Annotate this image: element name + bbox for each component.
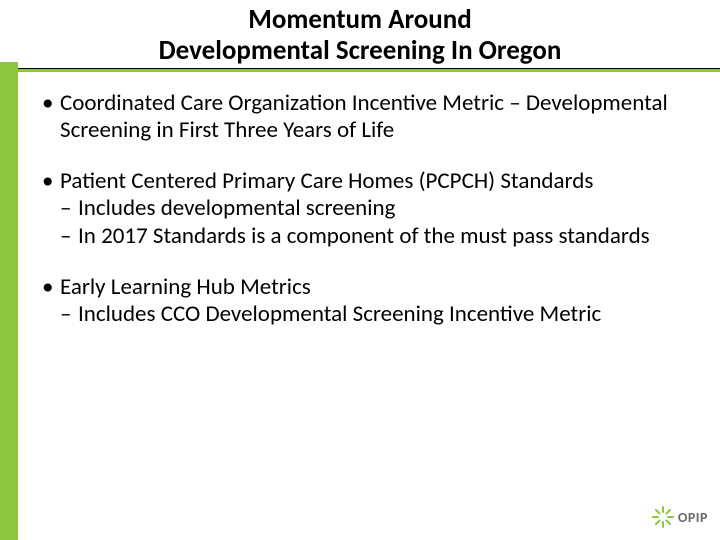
bullet-item: • Patient Centered Primary Care Homes (P… bbox=[42, 168, 692, 195]
sub-bullet-group: – Includes CCO Developmental Screening I… bbox=[42, 301, 692, 328]
opip-logo: OPIP bbox=[650, 504, 708, 530]
sub-bullet-text: Includes CCO Developmental Screening Inc… bbox=[78, 301, 692, 328]
bullet-text: Coordinated Care Organization Incentive … bbox=[60, 90, 692, 144]
bullet-item: • Early Learning Hub Metrics bbox=[42, 274, 692, 301]
bullet-marker: • bbox=[42, 274, 60, 301]
bullet-marker: • bbox=[42, 90, 60, 144]
bullet-text: Patient Centered Primary Care Homes (PCP… bbox=[60, 168, 692, 195]
sub-bullet-marker: – bbox=[60, 301, 78, 328]
title-line-1: Momentum Around bbox=[0, 4, 720, 35]
bullet-text: Early Learning Hub Metrics bbox=[60, 274, 692, 301]
sub-bullet-text: In 2017 Standards is a component of the … bbox=[78, 223, 692, 250]
sub-bullet-item: – Includes developmental screening bbox=[60, 195, 692, 222]
sub-bullet-text: Includes developmental screening bbox=[78, 195, 692, 222]
title-line-2: Developmental Screening In Oregon bbox=[0, 35, 720, 66]
sunburst-icon bbox=[650, 504, 676, 530]
sub-bullet-item: – In 2017 Standards is a component of th… bbox=[60, 223, 692, 250]
slide-title: Momentum Around Developmental Screening … bbox=[0, 0, 720, 68]
bullet-marker: • bbox=[42, 168, 60, 195]
bullet-item: • Coordinated Care Organization Incentiv… bbox=[42, 90, 692, 144]
sub-bullet-marker: – bbox=[60, 195, 78, 222]
sub-bullet-group: – Includes developmental screening – In … bbox=[42, 195, 692, 249]
content-area: • Coordinated Care Organization Incentiv… bbox=[0, 72, 720, 328]
sub-bullet-item: – Includes CCO Developmental Screening I… bbox=[60, 301, 692, 328]
logo-text: OPIP bbox=[678, 509, 708, 526]
sub-bullet-marker: – bbox=[60, 223, 78, 250]
left-accent-bar bbox=[0, 62, 18, 540]
